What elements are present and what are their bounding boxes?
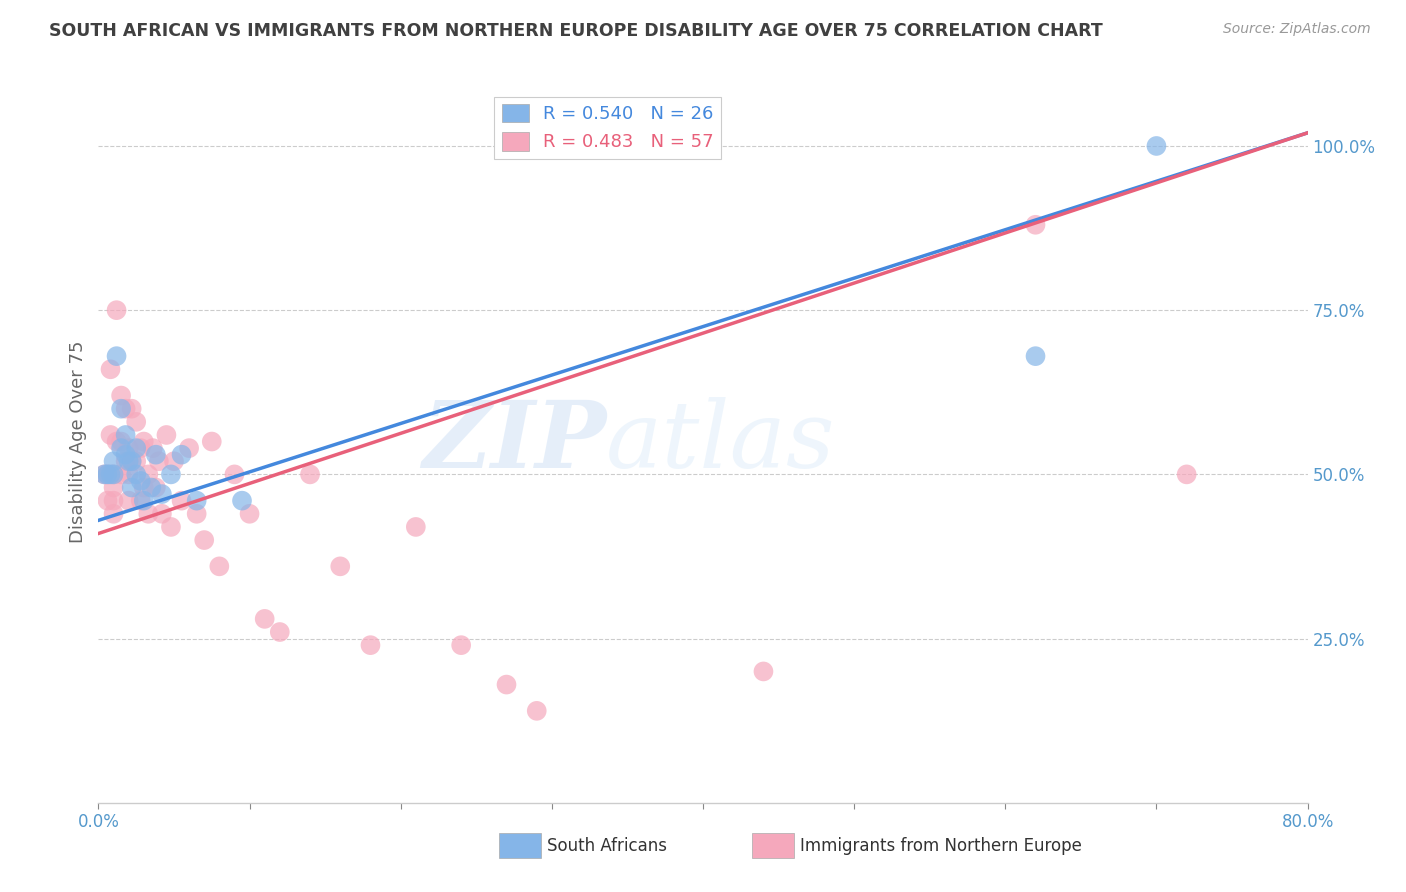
Point xyxy=(121,481,143,495)
Point xyxy=(96,467,118,482)
Point xyxy=(110,401,132,416)
Point xyxy=(1024,349,1046,363)
Point xyxy=(193,533,215,547)
Point xyxy=(132,481,155,495)
Point xyxy=(114,401,136,416)
Point xyxy=(110,441,132,455)
Point xyxy=(103,481,125,495)
Point xyxy=(129,493,152,508)
Point xyxy=(170,493,193,508)
Point xyxy=(105,303,128,318)
Point xyxy=(150,507,173,521)
Point xyxy=(110,467,132,482)
Point xyxy=(121,401,143,416)
Point xyxy=(329,559,352,574)
Point xyxy=(495,677,517,691)
Point xyxy=(100,467,122,482)
Point xyxy=(118,467,141,482)
Point xyxy=(269,625,291,640)
Point xyxy=(155,428,177,442)
Text: South Africans: South Africans xyxy=(547,837,666,855)
Point xyxy=(1144,139,1167,153)
Point xyxy=(526,704,548,718)
Text: ZIP: ZIP xyxy=(422,397,606,486)
Point xyxy=(1024,218,1046,232)
Point xyxy=(129,441,152,455)
Point xyxy=(114,454,136,468)
Point xyxy=(118,493,141,508)
Point xyxy=(208,559,231,574)
Point xyxy=(145,448,167,462)
Point xyxy=(141,481,163,495)
Point xyxy=(160,467,183,482)
Text: atlas: atlas xyxy=(606,397,835,486)
Point xyxy=(360,638,382,652)
Point xyxy=(103,467,125,482)
Point xyxy=(253,612,276,626)
Point xyxy=(163,454,186,468)
Point xyxy=(93,467,115,482)
Point xyxy=(129,474,152,488)
Point xyxy=(125,454,148,468)
Point xyxy=(150,487,173,501)
Text: Immigrants from Northern Europe: Immigrants from Northern Europe xyxy=(800,837,1081,855)
Point xyxy=(186,507,208,521)
Point xyxy=(132,434,155,449)
Point xyxy=(121,454,143,468)
Point xyxy=(96,467,118,482)
Legend: R = 0.540   N = 26, R = 0.483   N = 57: R = 0.540 N = 26, R = 0.483 N = 57 xyxy=(495,96,721,159)
Point xyxy=(752,665,775,679)
Point xyxy=(125,415,148,429)
Point xyxy=(103,507,125,521)
Point xyxy=(160,520,183,534)
Point xyxy=(125,467,148,482)
Point xyxy=(103,467,125,482)
Point xyxy=(136,467,159,482)
Point xyxy=(148,454,170,468)
Point xyxy=(110,434,132,449)
Point xyxy=(114,428,136,442)
Point xyxy=(110,388,132,402)
Point xyxy=(142,441,165,455)
Point xyxy=(231,493,253,508)
Point xyxy=(103,493,125,508)
Point xyxy=(179,441,201,455)
Point xyxy=(1175,467,1198,482)
Point xyxy=(145,481,167,495)
Text: Source: ZipAtlas.com: Source: ZipAtlas.com xyxy=(1223,22,1371,37)
Point xyxy=(118,454,141,468)
Point xyxy=(224,467,246,482)
Point xyxy=(299,467,322,482)
Point xyxy=(100,362,122,376)
Point xyxy=(170,448,193,462)
Point xyxy=(450,638,472,652)
Point xyxy=(103,454,125,468)
Point xyxy=(93,467,115,482)
Point xyxy=(100,428,122,442)
Point xyxy=(121,454,143,468)
Point xyxy=(239,507,262,521)
Point xyxy=(201,434,224,449)
Point xyxy=(125,441,148,455)
Point xyxy=(136,507,159,521)
Point xyxy=(96,493,118,508)
Point xyxy=(118,441,141,455)
Point xyxy=(105,434,128,449)
Point xyxy=(114,448,136,462)
Text: SOUTH AFRICAN VS IMMIGRANTS FROM NORTHERN EUROPE DISABILITY AGE OVER 75 CORRELAT: SOUTH AFRICAN VS IMMIGRANTS FROM NORTHER… xyxy=(49,22,1102,40)
Y-axis label: Disability Age Over 75: Disability Age Over 75 xyxy=(69,340,87,543)
Point xyxy=(405,520,427,534)
Point xyxy=(186,493,208,508)
Point xyxy=(132,493,155,508)
Point xyxy=(105,349,128,363)
